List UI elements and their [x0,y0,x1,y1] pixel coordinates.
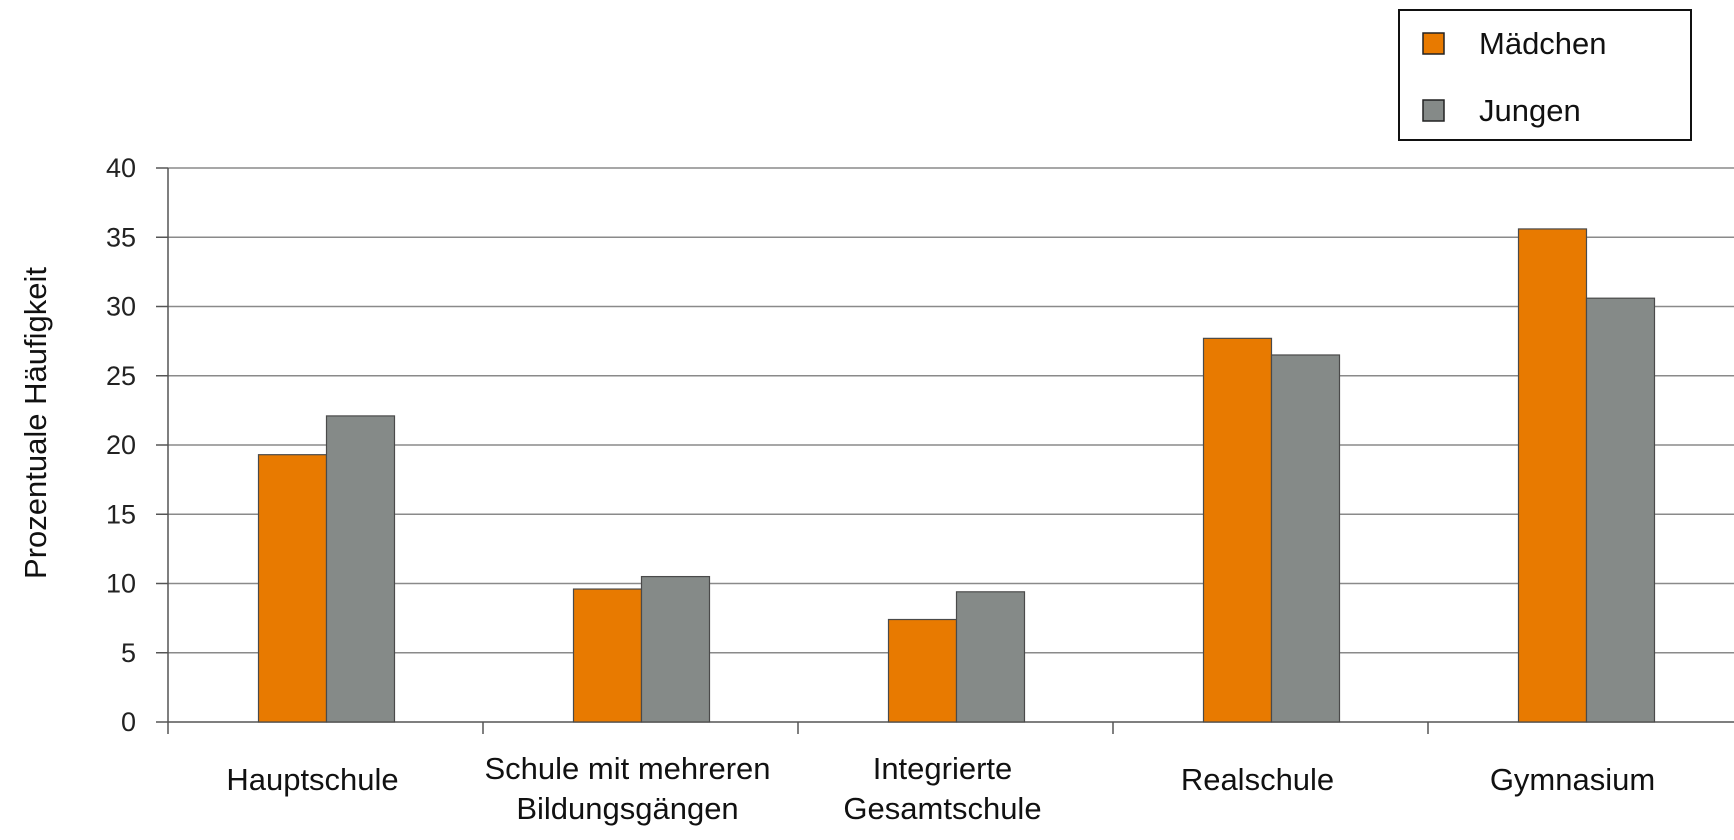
y-axis-title: Prozentuale Häufigkeit [18,267,53,579]
legend-swatch-jungen [1422,99,1445,122]
y-tick-label: 30 [106,292,136,322]
bar-jungen [640,575,711,723]
y-axis-ticks: 0 5 10 15 20 25 30 35 40 [106,153,168,737]
y-tick-label: 10 [106,569,136,599]
bar-jungen [325,415,396,723]
bar-jungen [1585,297,1656,723]
y-tick-label: 5 [121,638,136,668]
y-tick-label: 20 [106,430,136,460]
bar-jungen [1270,354,1341,723]
bar-jungen [955,591,1026,723]
y-tick-label: 25 [106,361,136,391]
y-tick-label: 40 [106,153,136,183]
bar-maedchen [1202,337,1273,723]
bar-maedchen [257,454,328,723]
x-category-label: Gymnasium [1490,762,1655,797]
legend-swatch-maedchen [1422,32,1445,55]
legend-label-jungen: Jungen [1479,93,1581,128]
x-category-label: Realschule [1181,762,1334,797]
y-tick-label: 35 [106,222,136,252]
y-tick-label: 15 [106,499,136,529]
bar-maedchen [572,588,643,723]
gridlines [168,167,1734,654]
legend: Mädchen Jungen [1398,9,1692,141]
x-axis-category-labels: Hauptschule Schule mit mehreren Bildungsgä… [226,751,1655,826]
bars [257,228,1656,723]
legend-label-maedchen: Mädchen [1479,26,1607,61]
x-category-label: Bildungsgängen [516,791,738,826]
x-category-label: Hauptschule [226,762,398,797]
x-category-label: Schule mit mehreren [484,751,770,786]
x-category-label: Gesamtschule [843,791,1041,826]
bar-maedchen [1517,228,1588,723]
legend-box [1398,9,1692,141]
y-tick-label: 0 [121,707,136,737]
bar-maedchen [887,618,958,723]
x-category-label: Integrierte [873,751,1013,786]
